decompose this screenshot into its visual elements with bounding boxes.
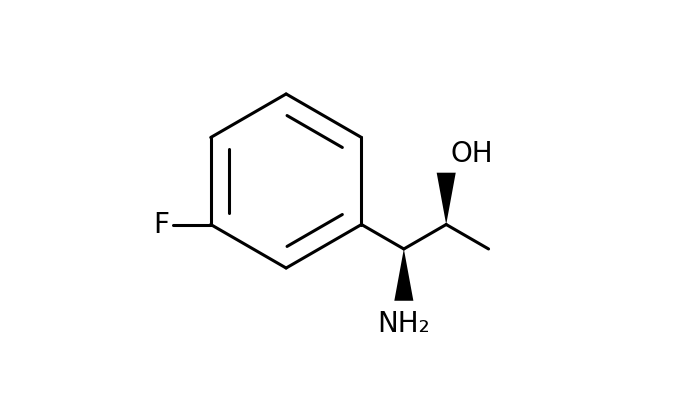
Polygon shape [394, 249, 413, 301]
Text: NH₂: NH₂ [377, 310, 430, 338]
Polygon shape [437, 173, 456, 225]
Text: F: F [153, 210, 169, 239]
Text: OH: OH [450, 140, 493, 168]
